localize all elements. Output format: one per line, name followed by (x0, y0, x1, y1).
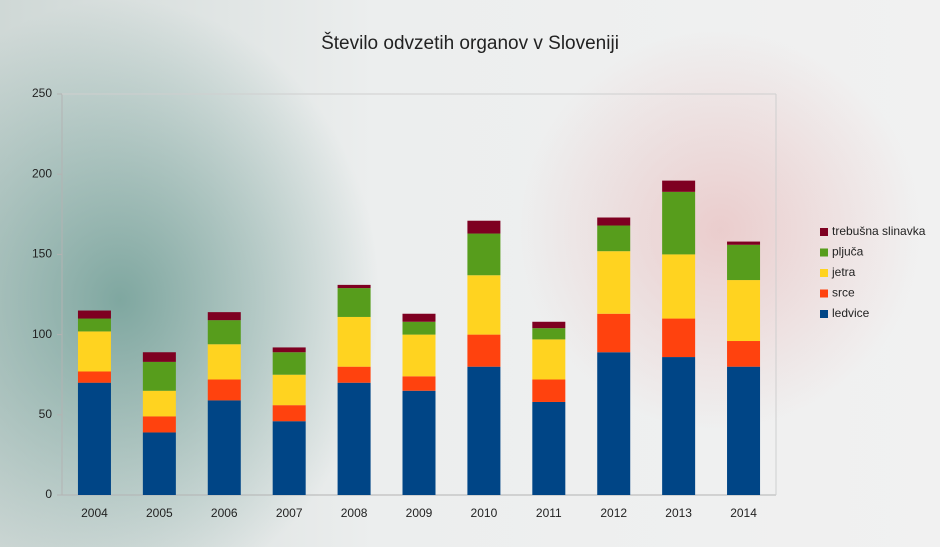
bar-segment (142, 432, 176, 495)
x-tick-label: 2005 (146, 506, 173, 520)
bar-segment (532, 379, 566, 402)
bar-segment (272, 374, 306, 406)
bar-segment (662, 318, 696, 358)
bar-segment (142, 416, 176, 433)
bar-segment (402, 376, 436, 391)
bar-segment (662, 180, 696, 192)
bar-segment (207, 400, 241, 495)
x-tick-label: 2009 (406, 506, 433, 520)
bar-segment (532, 328, 566, 340)
bar-segment (402, 321, 436, 335)
bar-segment (272, 347, 306, 353)
legend-swatch (820, 248, 828, 257)
legend-swatch (820, 228, 828, 236)
bar-segment (142, 352, 176, 362)
x-tick-label: 2013 (665, 506, 692, 520)
bar-segment (77, 382, 111, 495)
bar-segment (77, 371, 111, 383)
bar-segment (77, 318, 111, 332)
x-tick-label: 2007 (276, 506, 303, 520)
x-tick-label: 2011 (536, 506, 562, 520)
bar-segment (727, 280, 761, 342)
legend-label: ledvice (832, 306, 870, 320)
bar-segment (337, 316, 371, 367)
legend-label: pljuča (832, 245, 864, 259)
x-tick-label: 2010 (471, 506, 498, 520)
bar-segment (727, 366, 761, 495)
x-tick-label: 2004 (81, 506, 108, 520)
bar-segment (142, 361, 176, 391)
bar-segment (207, 320, 241, 345)
bar-segment (402, 390, 436, 495)
y-tick-label: 250 (32, 86, 52, 100)
bar-segment (597, 251, 631, 314)
bar-segment (337, 382, 371, 495)
y-tick-label: 100 (32, 327, 52, 341)
bar-segment (467, 334, 501, 367)
legend-label: trebušna slinavka (832, 224, 926, 238)
bar-segment (467, 220, 501, 234)
bar-segment (337, 288, 371, 317)
bar-segment (77, 310, 111, 319)
bar-segment (467, 275, 501, 335)
x-tick-label: 2008 (341, 506, 368, 520)
bar-segment (597, 313, 631, 353)
x-tick-label: 2012 (600, 506, 627, 520)
legend-swatch (820, 310, 828, 318)
bar-segment (467, 233, 501, 276)
bar-segment (532, 339, 566, 380)
bar-segment (597, 217, 631, 226)
legend-swatch (820, 289, 828, 298)
bar-segment (727, 341, 761, 367)
legend-swatch (820, 269, 828, 277)
bar-segment (467, 366, 501, 495)
bar-segment (532, 321, 566, 329)
bar-segment (272, 421, 306, 495)
bar-segment (207, 344, 241, 380)
bar-segment (597, 225, 631, 252)
x-tick-label: 2014 (730, 506, 757, 520)
y-tick-label: 0 (45, 487, 52, 501)
bar-segment (662, 254, 696, 319)
bar-segment (402, 334, 436, 377)
x-tick-label: 2006 (211, 506, 238, 520)
bar-segment (662, 357, 696, 495)
bar-segment (272, 405, 306, 422)
y-tick-label: 150 (32, 247, 52, 261)
bar-segment (272, 352, 306, 375)
bar-segment (532, 401, 566, 495)
bar-segment (727, 241, 761, 245)
chart-title: Število odvzetih organov v Sloveniji (321, 32, 619, 54)
y-tick-label: 50 (39, 407, 53, 421)
legend-label: srce (832, 286, 855, 300)
legend-label: jetra (831, 265, 856, 279)
y-tick-label: 200 (32, 166, 52, 180)
bar-segment (727, 244, 761, 281)
bar-segment (77, 331, 111, 372)
bar-segment (337, 284, 371, 289)
bar-segment (142, 390, 176, 417)
bar-segment (337, 366, 371, 383)
bar-segment (402, 313, 436, 322)
bar-segment (662, 191, 696, 255)
bar-segment (207, 312, 241, 321)
bar-segment (207, 379, 241, 401)
bar-segment (597, 352, 631, 495)
